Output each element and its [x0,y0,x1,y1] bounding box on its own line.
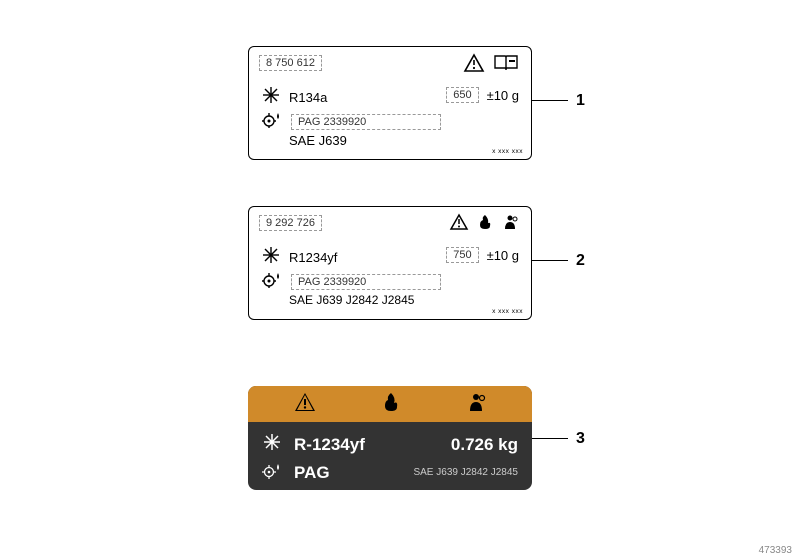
part-number-box: 8 750 612 [259,55,322,71]
fill-row: 650 ±10 g [446,87,519,103]
footer-ref: x xxx xxx [492,308,523,315]
gear-drop-icon [262,461,282,484]
gear-drop-icon [261,269,283,294]
warning-icon [463,53,485,78]
refrigerant-label-3: R-1234yf 0.726 kg PAG SAE J639 J2842 J28… [248,386,532,490]
callout-number-2: 2 [576,252,585,270]
warning-header [248,386,532,422]
image-reference: 473393 [759,545,792,556]
oil-row: PAG 2339920 [261,269,441,294]
label-body: R-1234yf 0.726 kg PAG SAE J639 J2842 J28… [248,422,532,490]
diagram-canvas: 8 750 612 R134a 650 ±10 g PAG 2339920 SA… [0,0,800,560]
oil-type: PAG [294,463,330,483]
fill-amount: 750 [453,249,471,261]
oil-box: PAG 2339920 [291,274,441,290]
refrigerant-type: R1234yf [289,250,337,265]
callout-number-3: 3 [576,430,585,448]
flame-icon [382,391,400,418]
standard-row: SAE J639 J2842 J2845 [289,293,414,307]
callout-line-2 [532,260,568,261]
person-icon [501,213,519,236]
callout-line-3 [532,438,568,439]
tolerance: ±10 g [487,88,519,103]
part-number-box: 9 292 726 [259,215,322,231]
oil-spec: PAG 2339920 [298,276,366,288]
refrigerant-row: R-1234yf 0.726 kg [262,432,518,457]
snowflake-icon [261,85,281,110]
refrigerant-label-2: 9 292 726 R1234yf 750 ±10 g PAG 2339920 … [248,206,532,320]
fill-amount: 650 [453,89,471,101]
callout-number-1: 1 [576,92,585,110]
snowflake-icon [261,245,281,270]
fill-amount-box: 650 [446,87,478,103]
weight: 0.726 kg [451,435,518,455]
snowflake-icon [262,432,282,457]
standard: SAE J639 [289,133,347,148]
refrigerant-row: R1234yf [261,245,337,270]
refrigerant-type: R134a [289,90,327,105]
oil-row: PAG 2339920 [261,109,441,134]
warning-icon [449,213,469,236]
standard: SAE J639 J2842 J2845 [289,293,414,307]
refrigerant-label-1: 8 750 612 R134a 650 ±10 g PAG 2339920 SA… [248,46,532,160]
tolerance: ±10 g [487,248,519,263]
flame-icon [477,213,493,236]
footer-ref: x xxx xxx [492,148,523,155]
part-number: 9 292 726 [266,217,315,229]
refrigerant-row: R134a [261,85,327,110]
top-icons [463,53,519,78]
manual-icon [493,53,519,78]
person-icon [465,391,487,418]
warning-icon [293,391,317,418]
oil-spec: PAG 2339920 [298,116,366,128]
fill-row: 750 ±10 g [446,247,519,263]
standard-row: SAE J639 [289,133,347,148]
gear-drop-icon [261,109,283,134]
top-icons [449,213,519,236]
standards: SAE J639 J2842 J2845 [413,467,518,478]
oil-row: PAG SAE J639 J2842 J2845 [262,461,518,484]
oil-box: PAG 2339920 [291,114,441,130]
callout-line-1 [532,100,568,101]
fill-amount-box: 750 [446,247,478,263]
refrigerant-type: R-1234yf [294,435,365,455]
part-number: 8 750 612 [266,57,315,69]
